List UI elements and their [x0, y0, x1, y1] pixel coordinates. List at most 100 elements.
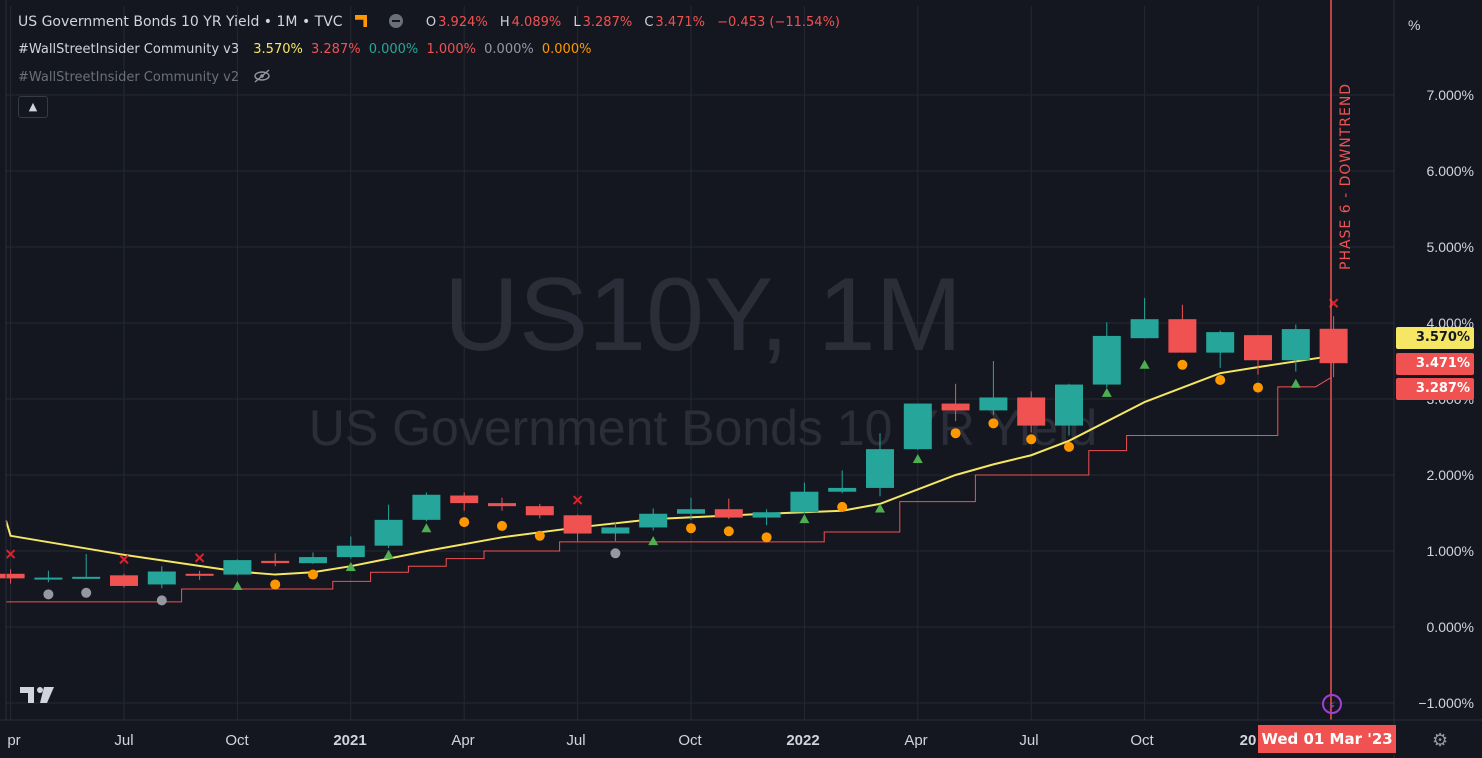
ohlc-low-label: L — [573, 15, 581, 30]
price-tick-label: 5.000% — [1427, 239, 1474, 255]
ohlc-low-value: 3.287% — [582, 15, 633, 30]
buy-triangle-marker — [875, 503, 885, 513]
candle-body — [525, 506, 554, 516]
candle-body — [412, 494, 441, 520]
time-tick-label: Apr — [904, 732, 927, 749]
indicator-v2-name[interactable]: #WallStreetInsider Community v2 — [18, 70, 240, 85]
candle-body — [1206, 332, 1235, 353]
sell-x-marker — [5, 549, 16, 559]
buy-triangle-marker — [421, 523, 432, 533]
moving-average-line — [5, 354, 1334, 576]
candle-body — [185, 573, 214, 576]
stop-price-badge: 3.287% — [1396, 378, 1474, 400]
candle-body — [866, 449, 894, 488]
candle-body — [790, 491, 819, 513]
orange-dot-marker — [1026, 434, 1037, 445]
close-price-badge: 3.471% — [1396, 353, 1474, 375]
gear-icon[interactable]: ⚙ — [1432, 730, 1449, 751]
orange-dot-marker — [270, 579, 281, 590]
buy-triangle-marker — [799, 514, 810, 524]
sell-x-marker — [572, 495, 583, 505]
buy-triangle-marker — [345, 561, 356, 571]
orange-dot-marker — [1253, 382, 1263, 393]
candle-body — [1055, 384, 1083, 426]
x-stroke — [119, 554, 129, 565]
indicator-v3-value-3: 0.000% — [368, 42, 419, 57]
candle-body — [752, 512, 781, 518]
candle-body — [903, 403, 932, 450]
watermark-symbol: US10Y, 1M — [444, 257, 962, 373]
time-tick-label: 2021 — [333, 732, 366, 749]
collapse-legend-button[interactable]: ▲ — [18, 96, 48, 118]
candle-body — [1244, 335, 1272, 361]
buy-triangle-marker — [232, 580, 243, 590]
symbol-title[interactable]: US Government Bonds 10 YR Yield • 1M • T… — [18, 14, 343, 30]
candle-body — [677, 509, 705, 514]
tradingview-logo[interactable] — [20, 685, 56, 705]
gray-dot-marker — [156, 595, 167, 606]
indicator-v2-legend[interactable]: #WallStreetInsider Community v2 — [18, 69, 271, 85]
candle-body — [223, 560, 252, 575]
candle-body — [374, 519, 403, 546]
time-tick-label: Jul — [1019, 732, 1038, 749]
price-tick-label: 1.000% — [1427, 543, 1474, 559]
minus-circle-icon[interactable] — [389, 14, 404, 28]
ohlc-close-label: C — [644, 15, 654, 30]
orange-dot-marker — [837, 501, 848, 512]
candle-body — [34, 577, 63, 580]
indicator-v3-legend[interactable]: #WallStreetInsider Community v3 3.570% 3… — [18, 42, 593, 57]
candle-body — [1319, 328, 1348, 364]
candle-body — [450, 495, 479, 504]
indicator-v3-value-2: 3.287% — [311, 42, 361, 57]
x-stroke — [5, 549, 16, 559]
lightning-event-icon[interactable]: ⚡ — [1322, 694, 1342, 714]
indicator-v3-value-5: 0.000% — [484, 42, 534, 57]
gray-dot-marker — [43, 589, 54, 600]
phase-annotation: PHASE 6 - DOWNTREND — [1338, 82, 1354, 270]
symbol-legend[interactable]: US Government Bonds 10 YR Yield • 1M • T… — [18, 14, 844, 30]
buy-triangle-marker — [912, 454, 923, 464]
indicator-v3-value-6: 0.000% — [541, 42, 592, 57]
candle-body — [1168, 319, 1197, 353]
orange-dot-marker — [1177, 359, 1188, 370]
candle-body — [0, 573, 25, 579]
candle-body — [979, 397, 1008, 411]
ohlc-high-label: H — [499, 15, 510, 30]
stop-line — [6, 376, 1332, 603]
chevron-up-icon: ▲ — [28, 100, 38, 113]
candle-body — [563, 515, 592, 534]
orange-dot-marker — [761, 532, 772, 543]
ohlc-close-value: 3.471% — [655, 15, 705, 30]
time-tick-label: Jul — [114, 732, 133, 749]
ohlc-open-label: O — [425, 15, 437, 30]
candle-body — [1017, 397, 1046, 426]
time-tick-label: Jul — [566, 732, 585, 749]
indicator-v3-name[interactable]: #WallStreetInsider Community v3 — [18, 42, 240, 57]
price-tick-label: 7.000% — [1427, 87, 1474, 103]
price-tick-label: −1.000% — [1418, 695, 1474, 711]
buy-triangle-marker — [383, 549, 394, 559]
orange-dot-marker — [723, 526, 734, 537]
watermark-description: US Government Bonds 10 YR Yield — [309, 400, 1097, 456]
orange-dot-marker — [686, 523, 696, 534]
ma-price-badge: 3.570% — [1396, 327, 1474, 349]
candle-body — [828, 487, 857, 492]
candle-body — [147, 571, 176, 585]
orange-dot-marker — [950, 428, 961, 439]
candle-body — [714, 509, 743, 518]
hidden-eye-icon[interactable] — [253, 69, 271, 83]
sell-x-marker — [194, 553, 205, 563]
crosshair-date-label: Wed 01 Mar '23 — [1258, 725, 1396, 753]
candle-body — [601, 527, 630, 534]
buy-triangle-marker — [648, 536, 659, 546]
orange-dot-marker — [497, 520, 507, 531]
market-status-icon — [355, 15, 368, 27]
price-tick-label: 0.000% — [1427, 619, 1474, 635]
time-tick-label: pr — [7, 732, 20, 749]
orange-dot-marker — [534, 530, 545, 541]
ohlc-high-value: 4.089% — [511, 15, 562, 30]
time-tick-label: 2022 — [786, 732, 819, 749]
orange-dot-marker — [459, 517, 470, 528]
x-stroke — [194, 553, 205, 563]
